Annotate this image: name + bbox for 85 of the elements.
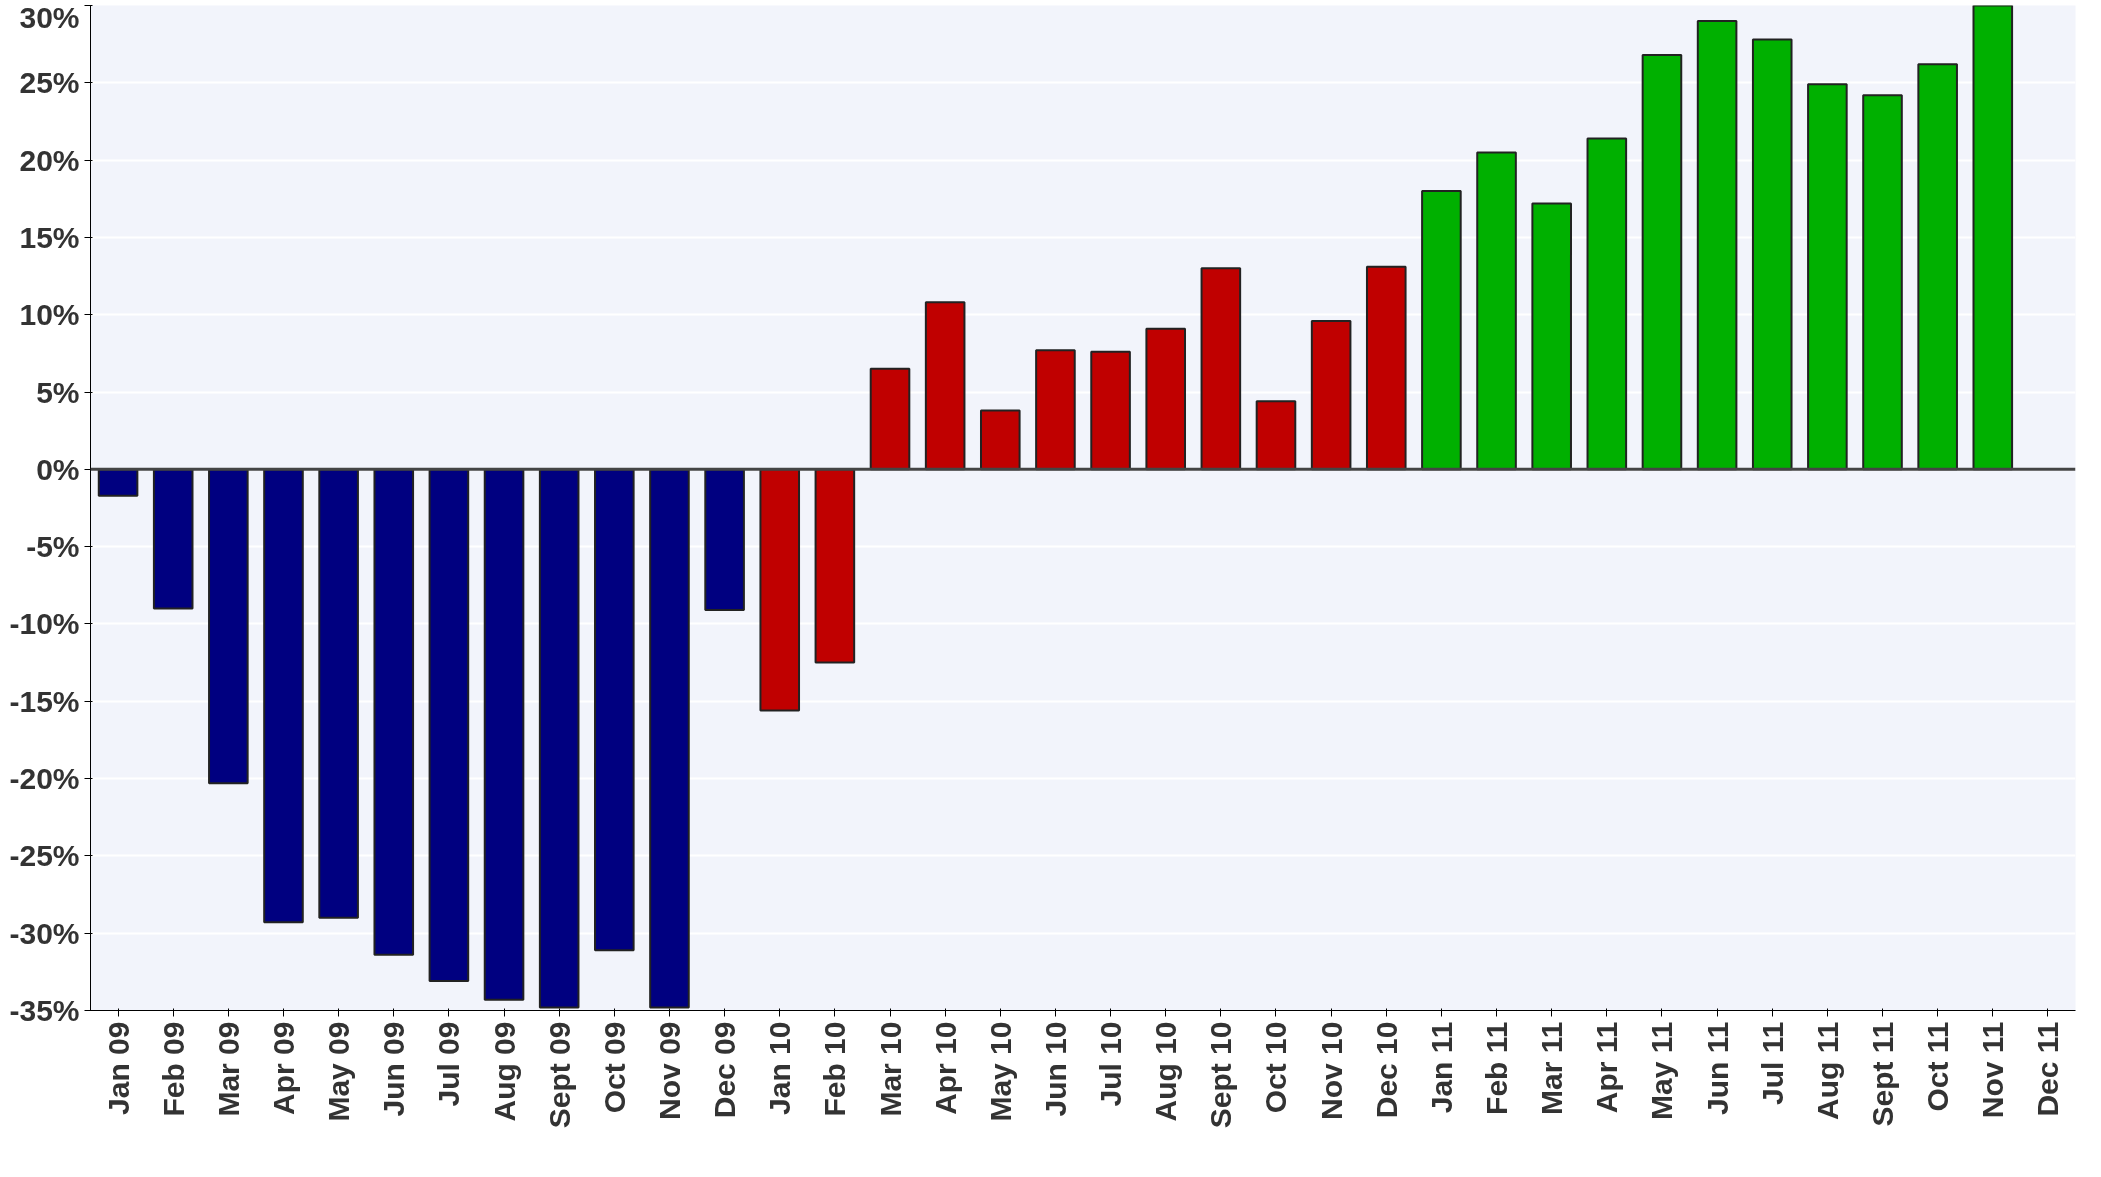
bar (1862, 94, 1903, 471)
x-tick-label: Feb 11 (1480, 1021, 1514, 1115)
bar (814, 468, 856, 664)
x-tick-label: Dec 11 (2031, 1021, 2065, 1117)
x-tick-label: Aug 10 (1149, 1021, 1183, 1122)
bar (1476, 151, 1517, 471)
x-tick-label: Jun 10 (1038, 1021, 1072, 1117)
y-tick-label: -35% (9, 994, 80, 1027)
bar (538, 468, 580, 1009)
bar (428, 468, 470, 983)
x-tick-label: Jan 11 (1424, 1021, 1458, 1114)
bar (1531, 202, 1572, 471)
bar (97, 468, 139, 497)
x-tick-label: May 11 (1645, 1021, 1679, 1120)
x-tick-label: May 10 (983, 1021, 1017, 1122)
x-tick-label: Jan 10 (763, 1021, 797, 1115)
x-tick-label: Jun 09 (377, 1021, 411, 1117)
bar (649, 468, 690, 1009)
y-tick-label: 0% (36, 452, 80, 486)
x-tick-label: Mar 09 (211, 1021, 245, 1117)
y-tick-label: 5% (36, 375, 80, 409)
bar (1641, 53, 1683, 471)
bar (1200, 267, 1242, 471)
x-tick-label: Jun 11 (1700, 1021, 1734, 1115)
x-tick-label: May 09 (322, 1021, 356, 1122)
x-tick-label: Aug 09 (487, 1021, 521, 1122)
bar (1696, 19, 1738, 471)
x-tick-label: Apr 09 (266, 1021, 300, 1115)
bar (1586, 137, 1628, 471)
bar (924, 301, 966, 471)
bar (1972, 5, 2014, 471)
y-tick-label: 15% (19, 220, 80, 254)
x-tick-label: Sept 10 (1204, 1021, 1238, 1129)
x-tick-label: Jul 11 (1755, 1021, 1789, 1105)
bar (1365, 265, 1407, 471)
bar (483, 468, 525, 1001)
x-tick-label: Sept 09 (542, 1021, 576, 1129)
x-tick-label: Mar 11 (1535, 1021, 1569, 1115)
y-tick-label: -20% (9, 762, 80, 796)
bar (208, 468, 249, 785)
y-tick-label: -10% (9, 607, 80, 641)
x-tick-label: Jul 10 (1094, 1021, 1128, 1107)
x-tick-label: Oct 09 (597, 1021, 631, 1114)
y-tick-label: -5% (26, 530, 80, 564)
x-tick-label: Apr 11 (1590, 1021, 1624, 1114)
x-tick-label: Aug 11 (1810, 1021, 1844, 1120)
bar (263, 468, 304, 924)
x-tick-label: Feb 10 (818, 1021, 852, 1117)
x-tick-label: Jul 09 (432, 1021, 466, 1107)
y-tick-label: 30% (19, 0, 80, 34)
bar (1090, 350, 1131, 471)
x-tick-label: Apr 10 (928, 1021, 962, 1115)
bar (1145, 327, 1187, 471)
x-tick-label: Oct 10 (1259, 1021, 1293, 1114)
bar (318, 468, 359, 919)
bar (704, 468, 745, 612)
x-tick-label: Nov 10 (1314, 1021, 1348, 1120)
bar (1917, 63, 1958, 471)
bar (1807, 83, 1848, 471)
y-tick-label: 20% (19, 143, 80, 177)
x-tick-label: Nov 09 (652, 1021, 686, 1120)
x-tick-label: Dec 10 (1369, 1021, 1403, 1119)
bar (869, 367, 911, 471)
x-tick-label: Dec 09 (708, 1021, 742, 1119)
x-tick-label: Mar 10 (873, 1021, 907, 1117)
x-tick-label: Nov 11 (1976, 1021, 2010, 1119)
bar (1310, 319, 1352, 471)
x-tick-label: Oct 11 (1921, 1021, 1955, 1112)
bar (373, 468, 415, 956)
bar (594, 468, 635, 952)
bar (759, 468, 801, 712)
bar (1421, 190, 1462, 471)
bar (152, 468, 194, 610)
x-tick-label: Feb 09 (156, 1021, 190, 1117)
y-tick-label: -15% (9, 684, 80, 718)
y-tick-label: -25% (9, 839, 80, 873)
bar (1751, 38, 1793, 471)
bar (979, 409, 1021, 471)
x-tick-label: Sept 11 (1866, 1021, 1900, 1127)
bar (1035, 349, 1076, 471)
y-tick-label: 10% (19, 298, 80, 332)
x-tick-label: Jan 09 (101, 1021, 135, 1115)
bar (1255, 400, 1297, 471)
y-tick-label: -30% (9, 916, 80, 950)
y-tick-label: 25% (19, 66, 80, 100)
